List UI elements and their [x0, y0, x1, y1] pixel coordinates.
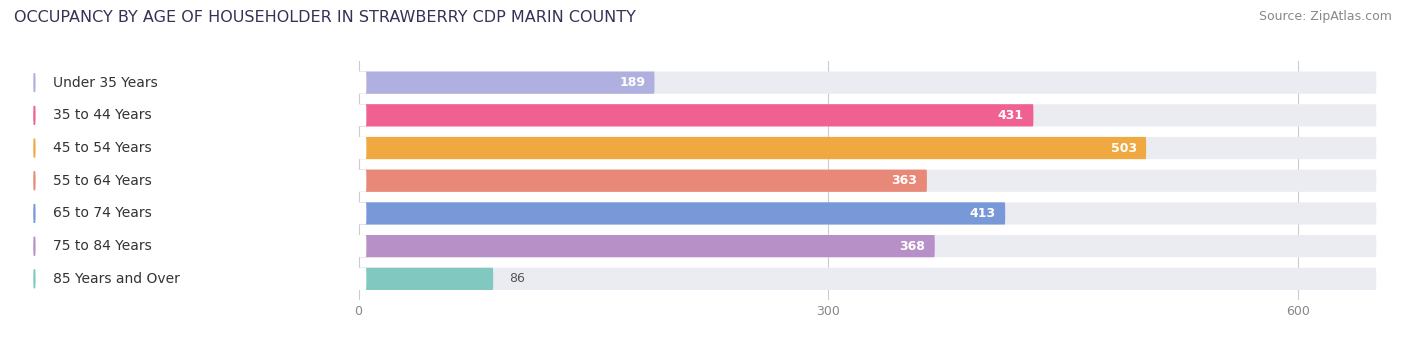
Text: 85 Years and Over: 85 Years and Over [53, 272, 180, 286]
FancyBboxPatch shape [22, 235, 367, 257]
Text: 75 to 84 Years: 75 to 84 Years [53, 239, 152, 253]
FancyBboxPatch shape [22, 104, 367, 127]
Text: 503: 503 [1111, 142, 1136, 154]
Text: 413: 413 [970, 207, 995, 220]
FancyBboxPatch shape [22, 72, 367, 94]
Text: 35 to 44 Years: 35 to 44 Years [53, 108, 152, 122]
Text: Source: ZipAtlas.com: Source: ZipAtlas.com [1258, 10, 1392, 23]
Text: 189: 189 [619, 76, 645, 89]
FancyBboxPatch shape [359, 268, 494, 290]
FancyBboxPatch shape [359, 104, 1376, 127]
FancyBboxPatch shape [359, 72, 654, 94]
Text: 431: 431 [998, 109, 1024, 122]
FancyBboxPatch shape [359, 202, 1376, 224]
Text: Under 35 Years: Under 35 Years [53, 76, 157, 90]
Text: 65 to 74 Years: 65 to 74 Years [53, 206, 152, 220]
FancyBboxPatch shape [359, 72, 1376, 94]
FancyBboxPatch shape [359, 268, 1376, 290]
FancyBboxPatch shape [359, 169, 1376, 192]
FancyBboxPatch shape [22, 137, 367, 159]
FancyBboxPatch shape [359, 202, 1005, 224]
FancyBboxPatch shape [359, 235, 1376, 257]
FancyBboxPatch shape [359, 169, 927, 192]
Text: 45 to 54 Years: 45 to 54 Years [53, 141, 152, 155]
Text: 363: 363 [891, 174, 918, 187]
FancyBboxPatch shape [359, 137, 1146, 159]
FancyBboxPatch shape [22, 169, 367, 192]
FancyBboxPatch shape [22, 202, 367, 224]
FancyBboxPatch shape [359, 235, 935, 257]
Text: 55 to 64 Years: 55 to 64 Years [53, 174, 152, 188]
Text: 86: 86 [509, 272, 524, 285]
FancyBboxPatch shape [22, 268, 367, 290]
Text: OCCUPANCY BY AGE OF HOUSEHOLDER IN STRAWBERRY CDP MARIN COUNTY: OCCUPANCY BY AGE OF HOUSEHOLDER IN STRAW… [14, 10, 636, 25]
FancyBboxPatch shape [359, 137, 1376, 159]
FancyBboxPatch shape [359, 104, 1033, 127]
Text: 368: 368 [900, 240, 925, 253]
